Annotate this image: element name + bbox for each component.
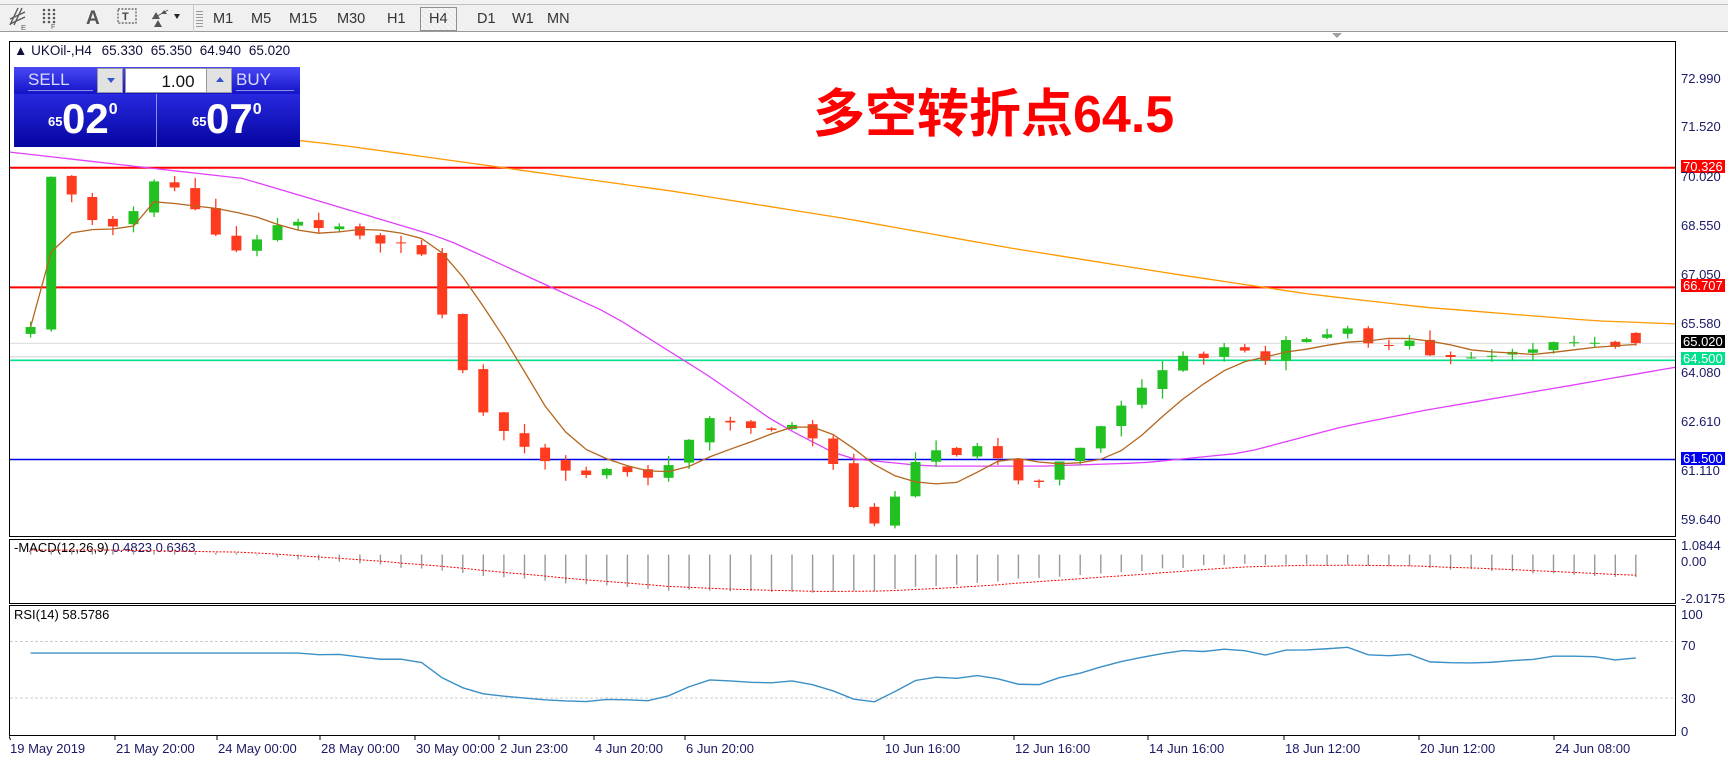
svg-text:E: E [21,23,26,31]
svg-text:F: F [51,24,55,30]
svg-text:T: T [122,11,129,23]
